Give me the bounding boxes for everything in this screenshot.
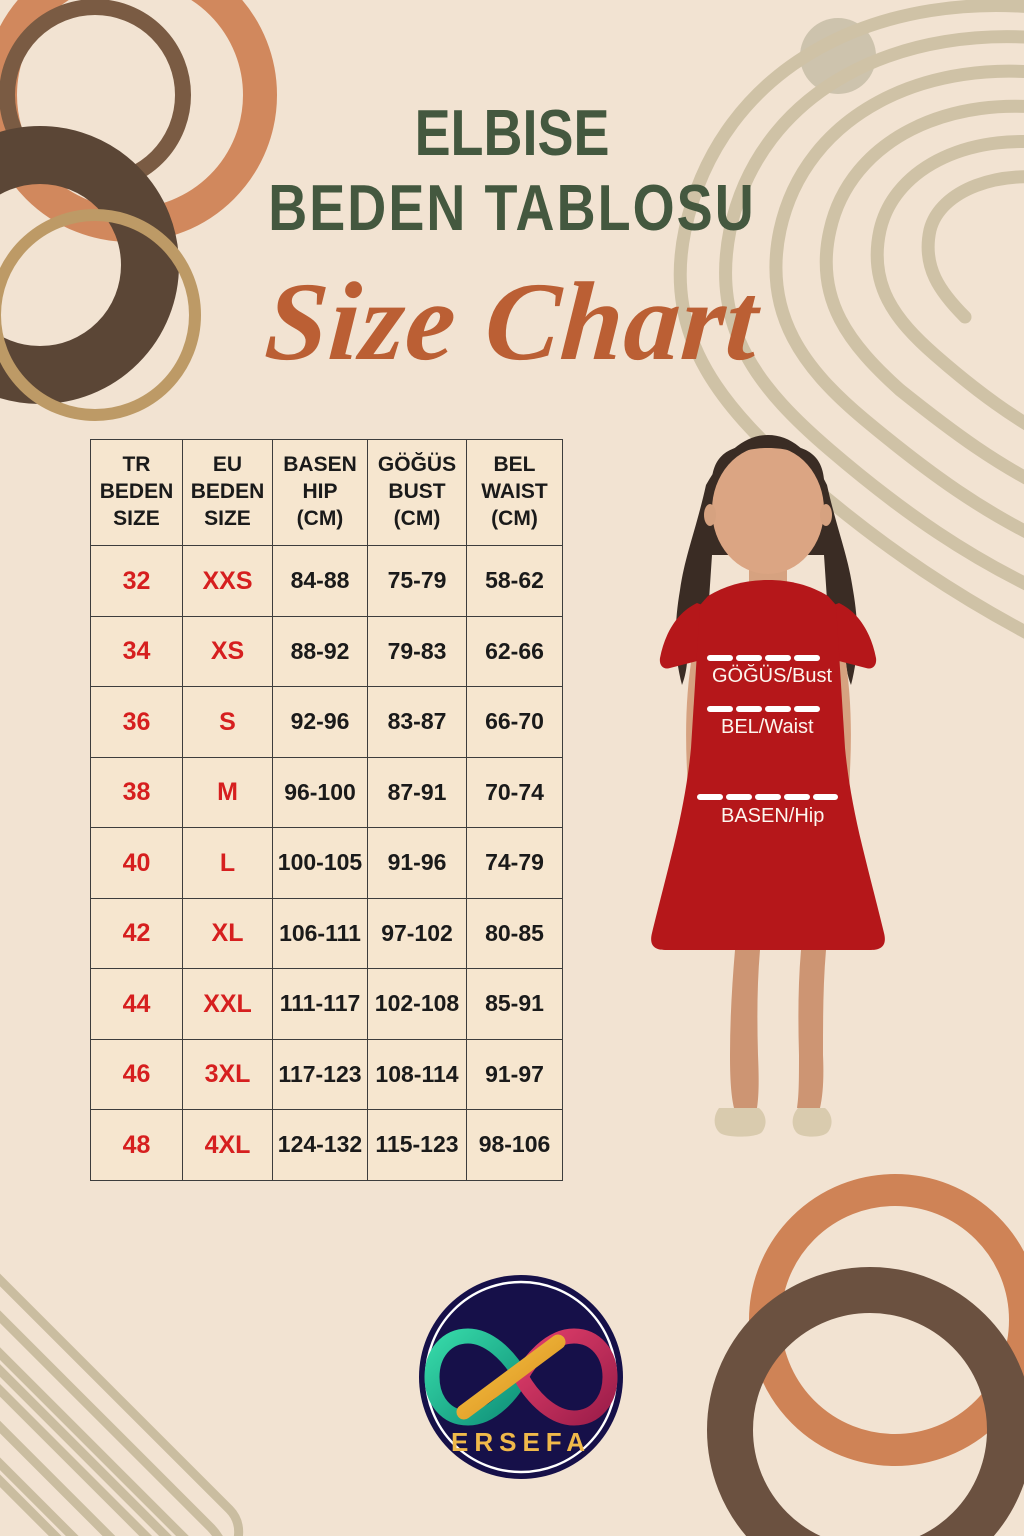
svg-text:ERSEFA: ERSEFA [451, 1427, 591, 1457]
svg-text:BEL/Waist: BEL/Waist [721, 716, 814, 738]
svg-text:GÖĞÜS/Bust: GÖĞÜS/Bust [712, 664, 832, 687]
svg-text:BASEN/Hip: BASEN/Hip [721, 805, 824, 827]
